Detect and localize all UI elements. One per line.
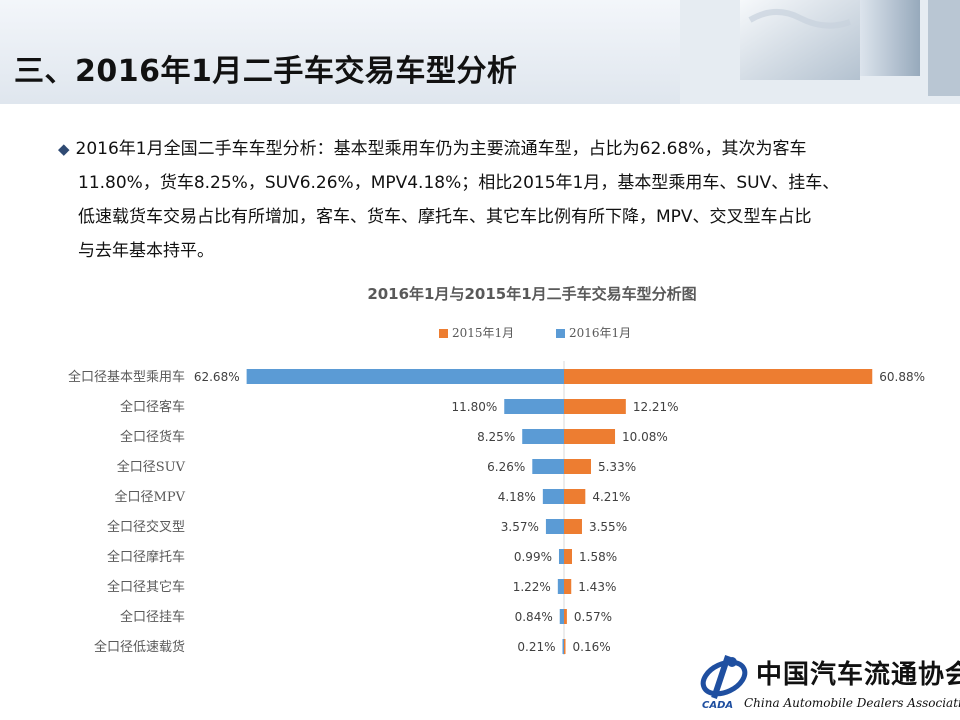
data-label-2016: 1.22%	[513, 580, 551, 594]
data-label-2016: 0.21%	[517, 640, 555, 654]
bar-2015	[564, 609, 567, 624]
category-label: 全口径货车	[120, 429, 185, 445]
logo-english-name: China Automobile Dealers Association	[744, 696, 960, 710]
data-label-2016: 11.80%	[451, 400, 497, 414]
chart: 2016年1月与2015年1月二手车交易车型分析图 2015年1月 2016年1月全…	[68, 285, 925, 655]
bar-2015	[564, 639, 566, 654]
bar-2016	[562, 639, 564, 654]
summary-paragraph: ◆ 2016年1月全国二手车车型分析：基本型乘用车仍为主要流通车型，占比为62.6…	[58, 132, 898, 268]
summary-text-1: 2016年1月全国二手车车型分析：基本型乘用车仍为主要流通车型，占比为62.68…	[75, 139, 807, 159]
bar-2016	[545, 519, 564, 534]
cada-logo: CADA 中国汽车流通协会 China Automobile Dealers A…	[696, 652, 960, 716]
logo-abbr: CADA	[702, 700, 734, 711]
header-decoration	[680, 0, 960, 104]
summary-line-1: ◆ 2016年1月全国二手车车型分析：基本型乘用车仍为主要流通车型，占比为62.6…	[58, 132, 898, 166]
category-label: 全口径SUV	[117, 459, 186, 475]
legend-label-2016: 2016年1月	[569, 326, 631, 340]
category-label: 全口径其它车	[107, 579, 185, 595]
logo-chinese-name: 中国汽车流通协会	[756, 660, 960, 690]
summary-line-4: 与去年基本持平。	[78, 241, 214, 261]
summary-line-3: 低速载货车交易占比有所增加，客车、货车、摩托车、其它车比例有所下降，MPV、交叉…	[78, 207, 812, 227]
data-label-2016: 4.18%	[498, 490, 536, 504]
slide-title: 三、2016年1月二手车交易车型分析	[14, 54, 518, 89]
bar-2015	[564, 399, 626, 414]
legend-swatch-2015	[439, 329, 448, 338]
legend-label-2015: 2015年1月	[452, 326, 514, 340]
data-label-2015: 0.57%	[574, 610, 612, 624]
data-label-2016: 3.57%	[501, 520, 539, 534]
category-label: 全口径交叉型	[107, 519, 185, 535]
bar-2016	[557, 579, 564, 594]
data-label-2016: 0.99%	[514, 550, 552, 564]
bar-2016	[532, 459, 564, 474]
data-label-2015: 60.88%	[879, 370, 925, 384]
bar-2015	[564, 369, 873, 384]
cada-emblem-icon	[700, 655, 748, 699]
bar-2016	[246, 369, 565, 384]
data-label-2015: 1.43%	[578, 580, 616, 594]
category-label: 全口径摩托车	[107, 549, 185, 565]
data-label-2015: 5.33%	[598, 460, 636, 474]
data-label-2016: 0.84%	[515, 610, 553, 624]
summary-line-2: 11.80%，货车8.25%，SUV6.26%，MPV4.18%；相比2015年…	[78, 173, 840, 193]
bar-2015	[564, 579, 572, 594]
data-label-2015: 1.58%	[579, 550, 617, 564]
data-label-2015: 4.21%	[592, 490, 630, 504]
data-label-2015: 0.16%	[573, 640, 611, 654]
bar-2016	[542, 489, 564, 504]
bar-2015	[564, 549, 573, 564]
category-label: 全口径挂车	[120, 609, 185, 625]
bar-2016	[559, 609, 564, 624]
data-label-2015: 3.55%	[589, 520, 627, 534]
bar-2016	[558, 549, 564, 564]
category-label: 全口径低速载货	[94, 639, 185, 655]
diamond-bullet-icon: ◆	[58, 140, 70, 158]
bar-2016	[504, 399, 564, 414]
bar-2015	[564, 459, 591, 474]
category-label: 全口径客车	[120, 399, 185, 415]
chart-title: 2016年1月与2015年1月二手车交易车型分析图	[367, 285, 696, 303]
bar-2015	[564, 429, 616, 444]
data-label-2016: 6.26%	[487, 460, 525, 474]
data-label-2015: 12.21%	[633, 400, 679, 414]
data-label-2016: 62.68%	[194, 370, 240, 384]
data-label-2016: 8.25%	[477, 430, 515, 444]
category-label: 全口径基本型乘用车	[68, 369, 185, 385]
legend-swatch-2016	[556, 329, 565, 338]
bar-2015	[564, 489, 586, 504]
bar-2016	[522, 429, 564, 444]
category-label: 全口径MPV	[115, 489, 186, 505]
bar-2015	[564, 519, 582, 534]
data-label-2015: 10.08%	[622, 430, 668, 444]
